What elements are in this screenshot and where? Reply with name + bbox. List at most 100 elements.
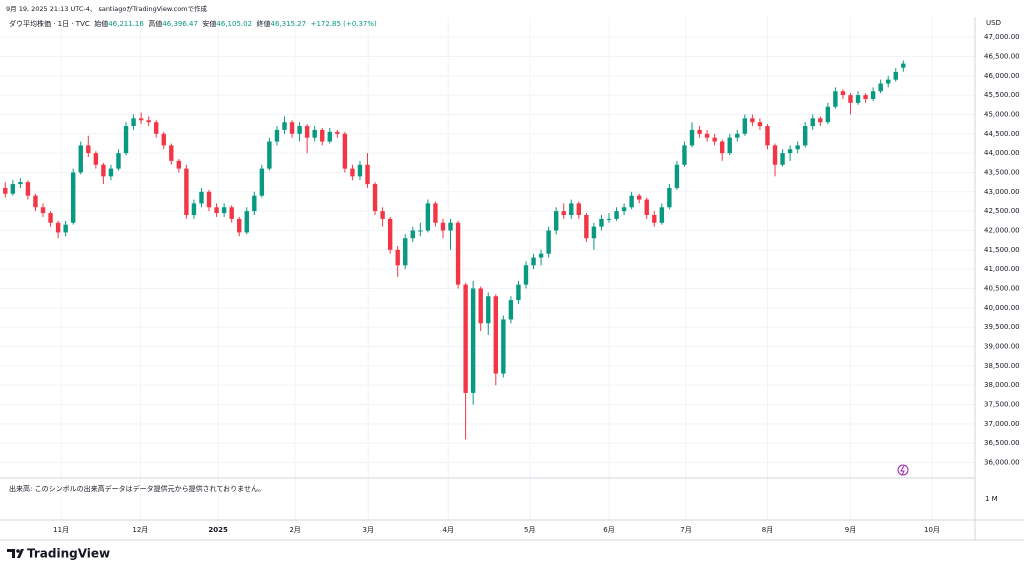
y-tick-label: 46,500.00 xyxy=(984,52,1020,60)
candle-body xyxy=(320,129,325,142)
candle-body xyxy=(478,288,483,324)
currency-label: USD xyxy=(986,19,1001,27)
candle-body xyxy=(40,207,46,214)
candle-body xyxy=(493,296,499,374)
candle-body xyxy=(795,145,800,150)
y-tick-label: 45,000.00 xyxy=(984,110,1020,118)
y-tick-label: 44,500.00 xyxy=(984,130,1020,138)
candle-body xyxy=(501,319,506,374)
candle-body xyxy=(184,168,189,216)
open-value: 46,211.16 xyxy=(108,20,144,28)
candle-body xyxy=(312,129,317,138)
y-tick-label: 36,500.00 xyxy=(984,439,1020,447)
candle-body xyxy=(387,218,393,250)
x-tick-label: 12月 xyxy=(132,526,148,534)
candle-body xyxy=(735,133,740,138)
candle-body xyxy=(161,133,166,146)
candle-body xyxy=(138,118,144,121)
y-tick-label: 43,500.00 xyxy=(984,168,1020,176)
candle-body xyxy=(803,126,808,146)
candle-body xyxy=(463,284,468,393)
candle-body xyxy=(63,224,68,233)
candle-body xyxy=(342,133,348,169)
candle-body xyxy=(372,184,378,212)
candle-body xyxy=(101,164,106,177)
candle-body xyxy=(727,137,732,154)
candle-body xyxy=(191,203,197,216)
candle-body xyxy=(712,137,717,142)
candle-body xyxy=(878,83,883,92)
y-tick-label: 42,000.00 xyxy=(984,226,1020,234)
y-tick-label: 37,500.00 xyxy=(984,401,1020,409)
candle-body xyxy=(10,184,16,194)
y-tick-label: 41,000.00 xyxy=(984,265,1020,273)
candle-body xyxy=(833,91,838,107)
candle-body xyxy=(259,168,265,196)
candle-body xyxy=(719,141,725,154)
candle-body xyxy=(25,182,31,196)
candle-body xyxy=(531,257,536,266)
candle-body xyxy=(33,195,38,208)
candle-body xyxy=(644,199,649,216)
candle-body xyxy=(621,207,627,212)
candle-body xyxy=(810,118,815,127)
candle-body xyxy=(116,153,121,169)
logo-mark xyxy=(7,549,24,558)
y-tick-label: 46,000.00 xyxy=(984,72,1020,80)
candle-body xyxy=(282,122,287,130)
low-value: 46,105.02 xyxy=(216,20,253,28)
x-tick-label: 6月 xyxy=(603,526,614,534)
candle-body xyxy=(553,211,559,231)
x-tick-label: 11月 xyxy=(53,526,69,534)
candle-body xyxy=(569,203,574,216)
x-tick-label: 3月 xyxy=(363,526,374,534)
candle-body xyxy=(576,203,582,216)
candle-body xyxy=(418,230,423,232)
volume-note: 出来高: このシンボルの出来高データはデータ提供元から提供されておりません。 xyxy=(9,485,265,493)
open-label: 始値 xyxy=(94,20,109,28)
candle-body xyxy=(3,187,8,194)
candle-body xyxy=(169,145,174,161)
candle-body xyxy=(667,187,672,208)
low-label: 安値 xyxy=(202,20,217,28)
candle-body xyxy=(176,160,182,169)
x-tick-label: 2月 xyxy=(289,526,300,534)
candle-body xyxy=(870,91,876,99)
candle-body xyxy=(599,218,604,227)
candle-body xyxy=(584,215,589,239)
event-icon[interactable] xyxy=(897,464,909,476)
y-tick-label: 39,500.00 xyxy=(984,323,1020,331)
candle-body xyxy=(221,207,227,214)
candle-body xyxy=(425,203,431,231)
x-tick-label: 2025 xyxy=(208,526,228,534)
candle-body xyxy=(750,118,755,123)
candle-body xyxy=(742,118,748,134)
candle-body xyxy=(206,191,212,208)
candle-body xyxy=(244,211,249,233)
x-tick-label: 7月 xyxy=(680,526,691,534)
candle-body xyxy=(508,300,514,320)
high-value: 46,396.47 xyxy=(162,20,198,28)
logo-shape xyxy=(16,549,20,553)
candle-body xyxy=(765,126,770,146)
candle-body xyxy=(237,218,242,233)
candle-body xyxy=(395,249,400,266)
candle-body xyxy=(380,211,385,219)
candle-body xyxy=(636,195,642,200)
candle-body xyxy=(18,182,23,185)
candle-body xyxy=(365,164,370,185)
candle-body xyxy=(825,106,831,123)
candle-body xyxy=(71,172,76,223)
x-tick-label: 4月 xyxy=(443,526,454,534)
candle-body xyxy=(410,230,415,239)
y-tick-label: 36,000.00 xyxy=(984,459,1020,467)
candle-body xyxy=(901,63,906,68)
candle-body xyxy=(840,91,846,96)
candle-body xyxy=(108,168,114,177)
y-tick-label: 42,500.00 xyxy=(984,207,1020,215)
logo-text: TradingView xyxy=(27,547,110,561)
y-tick-label: 38,500.00 xyxy=(984,362,1020,370)
candle-body xyxy=(561,211,566,216)
close-label: 終値 xyxy=(256,20,271,28)
